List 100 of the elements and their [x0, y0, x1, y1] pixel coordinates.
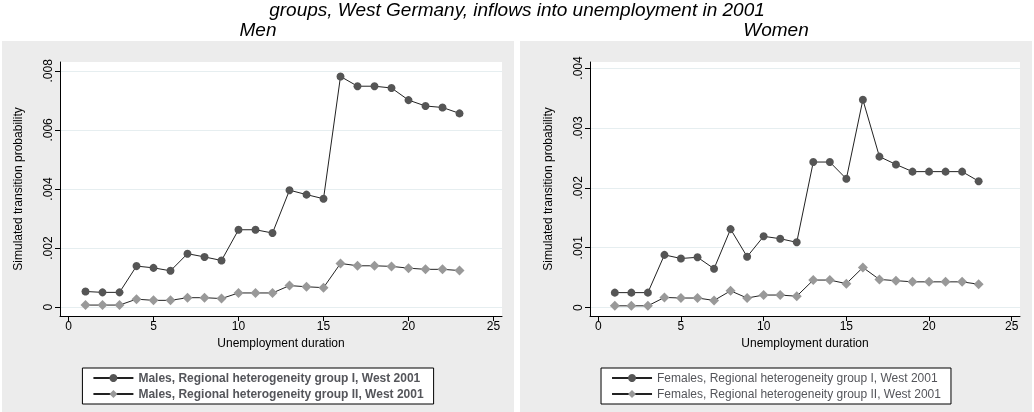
point	[825, 158, 834, 167]
point	[791, 291, 802, 302]
point	[200, 252, 209, 261]
point	[842, 174, 851, 183]
point	[973, 279, 984, 290]
point	[675, 293, 686, 304]
point	[454, 265, 465, 276]
point	[742, 293, 753, 304]
x-tick-label: 5	[150, 319, 158, 333]
point	[957, 276, 968, 287]
point	[98, 288, 107, 297]
point	[267, 287, 278, 298]
y-tick-label: 0	[571, 303, 585, 311]
x-tick-label: 10	[756, 319, 771, 333]
point	[890, 275, 901, 286]
point	[403, 263, 414, 274]
point	[692, 293, 703, 304]
point	[874, 274, 885, 285]
point	[370, 82, 379, 91]
x-tick-label: 25	[1005, 319, 1019, 333]
point	[166, 266, 175, 275]
point	[824, 275, 835, 286]
y-tick-label: .002	[41, 236, 55, 260]
point	[131, 294, 142, 305]
point	[335, 258, 346, 269]
point	[301, 281, 312, 292]
point	[404, 96, 413, 105]
point	[437, 264, 448, 275]
point	[709, 295, 720, 306]
point	[974, 177, 983, 186]
point	[660, 250, 669, 259]
point	[858, 95, 867, 104]
point	[216, 293, 227, 304]
legend-label: Females, Regional heterogeneity group II, West 2001	[657, 387, 942, 401]
x-tick-label: 15	[839, 319, 854, 333]
point	[808, 275, 819, 286]
x-tick-label: 0	[65, 319, 73, 333]
x-tick-label: 15	[316, 319, 331, 333]
point	[319, 194, 328, 203]
point	[80, 300, 91, 311]
x-tick-label: 20	[922, 319, 937, 333]
y-tick-label: .003	[571, 115, 585, 140]
point	[643, 288, 652, 297]
point	[284, 280, 295, 291]
point	[693, 253, 702, 262]
point	[924, 276, 935, 287]
x-tick-label: 10	[231, 319, 246, 333]
point	[627, 288, 636, 297]
point	[907, 276, 918, 287]
point	[251, 225, 260, 234]
point	[841, 278, 852, 289]
point	[165, 295, 176, 306]
legend-label: Males, Regional heterogeneity group I, West 2001	[138, 371, 421, 385]
point	[626, 300, 637, 311]
point	[792, 238, 801, 247]
point	[725, 285, 736, 296]
point	[217, 256, 226, 265]
point	[285, 186, 294, 195]
y-tick-label: .004	[41, 177, 55, 201]
point	[149, 263, 158, 272]
x-axis-title: Unemployment duration	[741, 335, 869, 350]
y-tick-label: 0	[41, 303, 55, 311]
point	[659, 292, 670, 303]
y-tick-label: .006	[41, 117, 55, 142]
point	[148, 295, 159, 306]
point	[386, 261, 397, 272]
point	[940, 276, 951, 287]
point	[268, 229, 277, 237]
y-tick-label: .008	[41, 58, 55, 83]
legend-label: Females, Regional heterogeneity group I, West 2001	[657, 371, 938, 385]
point	[115, 288, 124, 297]
point	[891, 160, 900, 169]
point	[183, 249, 192, 258]
point	[610, 288, 619, 297]
point	[81, 287, 90, 296]
point	[726, 225, 735, 234]
point	[642, 300, 653, 311]
point	[925, 167, 934, 176]
point	[941, 167, 950, 176]
point	[676, 254, 685, 263]
x-tick-label: 0	[594, 319, 602, 333]
y-axis-title: Simulated transition probability	[11, 107, 25, 271]
point	[199, 292, 210, 303]
point	[438, 103, 447, 112]
point	[336, 72, 345, 81]
point	[908, 167, 917, 176]
point	[233, 287, 244, 298]
point	[250, 287, 261, 298]
point	[420, 264, 431, 275]
point	[132, 262, 141, 271]
y-tick-label: .004	[571, 55, 585, 80]
point	[857, 262, 868, 273]
point	[759, 232, 768, 241]
point	[369, 260, 380, 271]
point	[809, 158, 818, 167]
y-tick-label: .001	[571, 235, 585, 260]
chart-title: Women	[743, 19, 809, 40]
point	[455, 109, 464, 118]
point	[318, 282, 329, 293]
point	[743, 252, 752, 261]
